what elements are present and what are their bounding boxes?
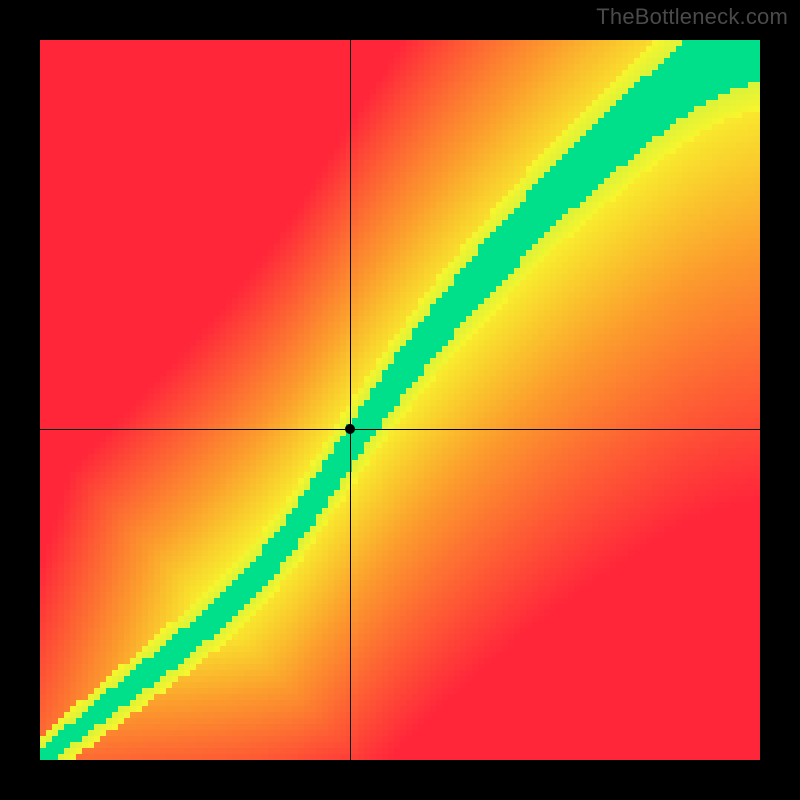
chart-container: TheBottleneck.com	[0, 0, 800, 800]
plot-area	[40, 40, 760, 760]
data-point-marker	[345, 424, 355, 434]
watermark-text: TheBottleneck.com	[596, 4, 788, 30]
crosshair-horizontal	[40, 429, 760, 430]
crosshair-vertical	[350, 40, 351, 760]
heatmap-canvas	[40, 40, 760, 760]
